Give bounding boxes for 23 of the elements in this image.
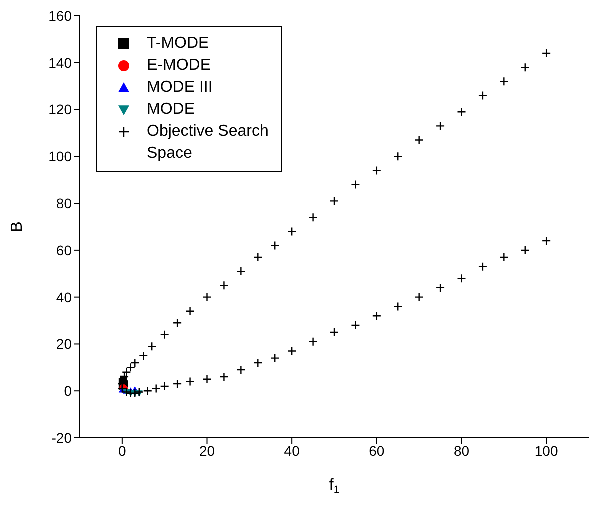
x-tick-label: 40 — [284, 442, 300, 459]
x-tick-label: 0 — [118, 442, 127, 459]
y-tick-label: 40 — [56, 289, 72, 306]
y-axis-title: B — [9, 222, 26, 232]
legend-label: E-MODE — [146, 56, 212, 76]
legend-label: MODE III — [146, 78, 214, 98]
legend-label: Objective Search Space — [146, 122, 270, 164]
y-tick-label: 0 — [64, 383, 72, 400]
x-axis-title: f$_{1}$ — [329, 477, 340, 496]
y-tick-label: 160 — [48, 8, 72, 24]
x-tick-label: 100 — [534, 442, 558, 459]
y-tick-label: 120 — [48, 102, 72, 118]
legend-label: MODE — [146, 100, 196, 120]
legend-label: T-MODE — [146, 34, 210, 54]
y-tick-label: 60 — [56, 242, 72, 258]
x-tick-label: 20 — [199, 442, 216, 459]
x-tick-label: 60 — [369, 442, 385, 459]
y-tick-label: 140 — [48, 54, 72, 71]
x-tick-label: 80 — [454, 442, 470, 459]
y-tick-label: 100 — [48, 148, 72, 165]
y-tick-label: 80 — [56, 196, 72, 212]
y-tick-label: 20 — [56, 336, 72, 352]
y-tick-label: -20 — [52, 430, 72, 446]
